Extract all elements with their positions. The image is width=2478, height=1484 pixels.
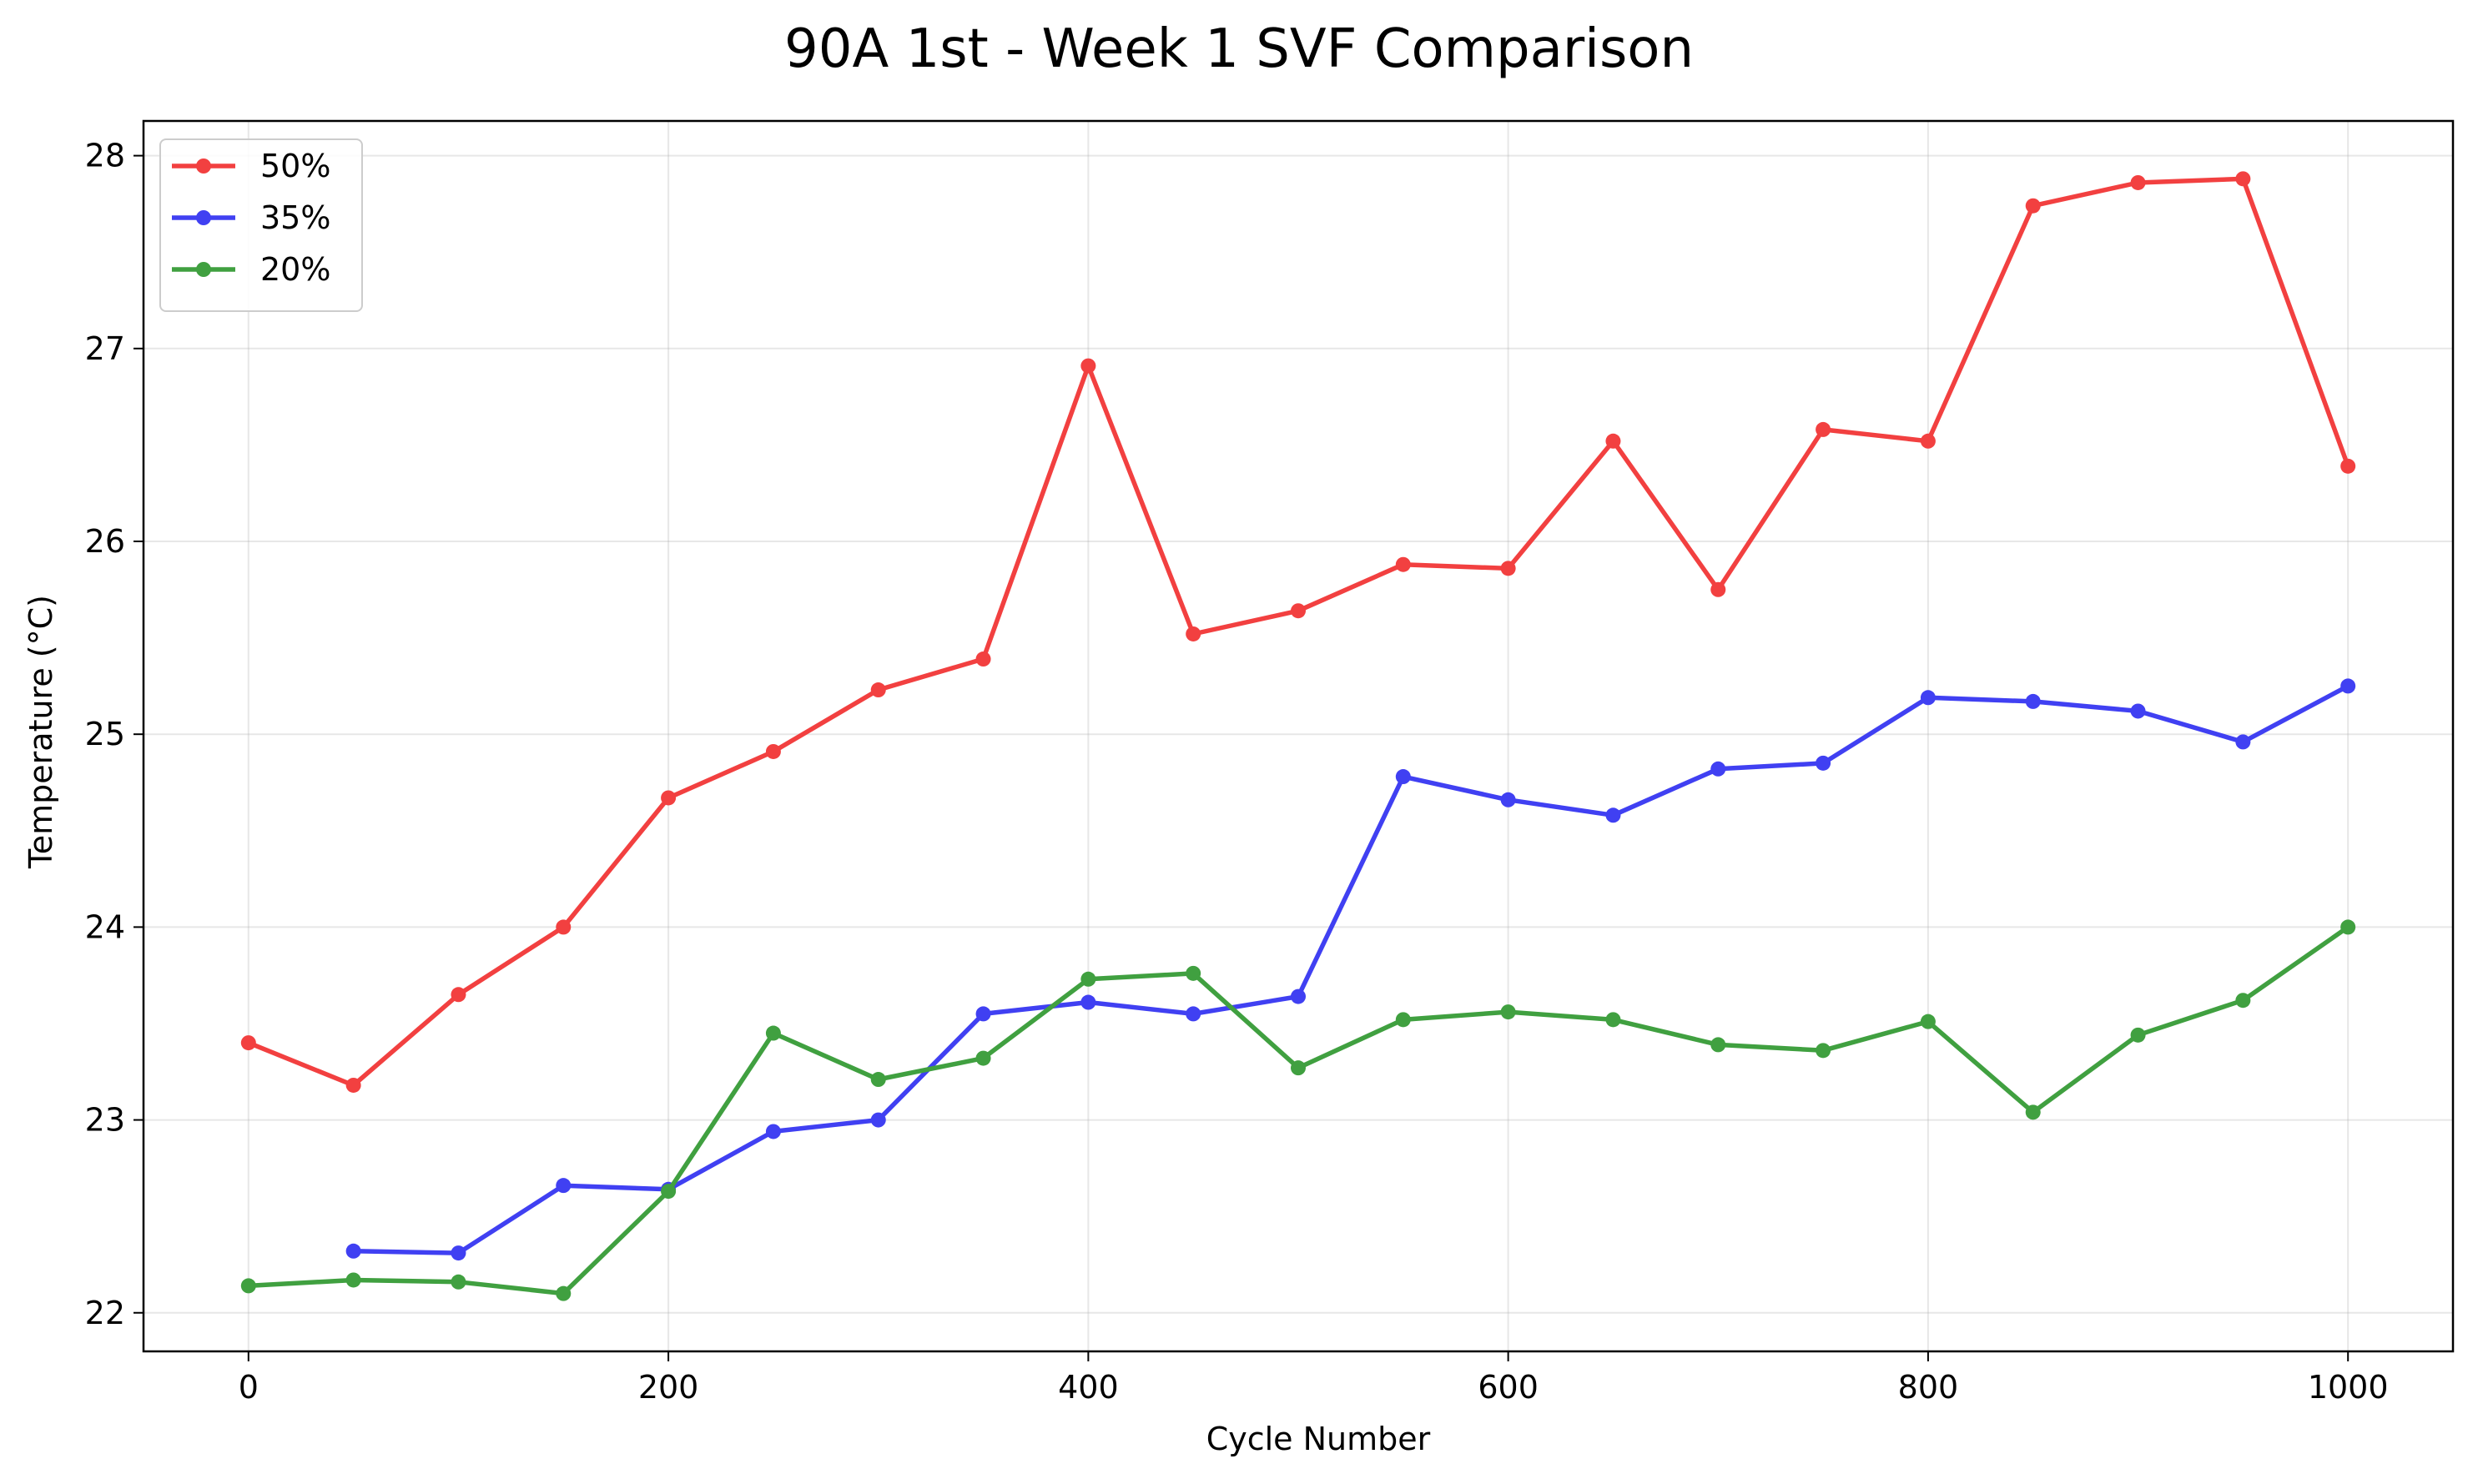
axis-ticks: 0 200 400 600 800 1000 22 23 24 25 26 27 28 — [85, 138, 2389, 1406]
y-tick-label: 22 — [85, 1295, 125, 1331]
series-layer — [240, 171, 2356, 1301]
legend-item: 35% — [172, 199, 330, 236]
data-point — [2235, 993, 2251, 1009]
data-point — [661, 790, 677, 806]
legend-label: 35% — [260, 199, 330, 236]
data-point — [1605, 433, 1621, 449]
x-axis-label: Cycle Number — [1206, 1421, 1431, 1457]
data-point — [1816, 421, 1831, 437]
x-tick-label: 0 — [239, 1369, 259, 1406]
data-point — [1395, 769, 1411, 785]
series-2 — [240, 919, 2356, 1301]
data-point — [345, 1077, 361, 1093]
data-point — [2130, 703, 2146, 719]
y-tick-label: 26 — [85, 523, 125, 560]
data-point — [556, 919, 572, 935]
data-point — [556, 1285, 572, 1301]
data-point — [1080, 971, 1096, 987]
data-point — [451, 987, 466, 1003]
data-point — [975, 1050, 991, 1066]
data-point — [1186, 626, 1201, 641]
data-point — [765, 743, 781, 759]
x-tick-label: 600 — [1478, 1369, 1539, 1406]
data-point — [765, 1124, 781, 1139]
data-point — [1500, 561, 1516, 576]
data-point — [1080, 994, 1096, 1010]
legend: 50% 35% 20% — [159, 138, 363, 312]
data-point — [1395, 1012, 1411, 1028]
y-tick-label: 28 — [85, 138, 125, 174]
x-tick-label: 800 — [1898, 1369, 1959, 1406]
data-point — [870, 682, 886, 698]
data-point — [975, 651, 991, 667]
data-point — [1186, 1006, 1201, 1022]
data-point — [1710, 761, 1726, 777]
y-tick-label: 27 — [85, 330, 125, 367]
data-point — [1920, 690, 1936, 706]
data-point — [1605, 807, 1621, 823]
data-point — [2340, 458, 2356, 474]
data-point — [1816, 755, 1831, 771]
data-point — [661, 1184, 677, 1200]
y-axis-label: Temperature (°C) — [23, 595, 59, 869]
data-point — [1395, 556, 1411, 572]
data-point — [1605, 1012, 1621, 1028]
data-point — [2025, 198, 2041, 214]
x-tick-label: 400 — [1058, 1369, 1119, 1406]
data-point — [870, 1112, 886, 1128]
legend-item: 50% — [172, 148, 330, 184]
series-line — [350, 683, 2350, 1255]
data-point — [345, 1272, 361, 1288]
y-tick-label: 24 — [85, 908, 125, 945]
data-point — [2235, 171, 2251, 187]
data-point — [975, 1006, 991, 1022]
legend-label: 20% — [260, 251, 330, 288]
series-0 — [240, 171, 2356, 1093]
plot-frame — [142, 119, 2455, 1353]
data-point — [556, 1178, 572, 1194]
legend-label: 50% — [260, 148, 330, 184]
x-tick-label: 1000 — [2308, 1369, 2389, 1406]
legend-swatch-marker — [196, 262, 211, 277]
x-tick-label: 200 — [638, 1369, 699, 1406]
y-tick-label: 23 — [85, 1102, 125, 1139]
data-point — [2340, 678, 2356, 694]
data-point — [2340, 919, 2356, 935]
data-point — [1291, 1060, 1306, 1076]
data-point — [451, 1274, 466, 1290]
data-point — [765, 1025, 781, 1041]
y-tick-label: 25 — [85, 716, 125, 752]
data-point — [345, 1243, 361, 1259]
data-point — [1710, 581, 1726, 597]
data-point — [1291, 988, 1306, 1004]
data-point — [240, 1035, 256, 1051]
data-point — [1710, 1037, 1726, 1053]
data-point — [1186, 965, 1201, 981]
legend-item: 20% — [172, 251, 330, 288]
data-point — [1291, 603, 1306, 619]
data-point — [2130, 174, 2146, 190]
data-point — [870, 1072, 886, 1088]
data-point — [1500, 792, 1516, 807]
data-point — [2025, 693, 2041, 709]
data-point — [2130, 1027, 2146, 1043]
chart-title: 90A 1st - Week 1 SVF Comparison — [784, 18, 1694, 80]
data-point — [451, 1245, 466, 1261]
legend-swatch-marker — [196, 210, 211, 225]
data-point — [1816, 1043, 1831, 1059]
legend-swatch-marker — [196, 158, 211, 174]
series-1 — [345, 678, 2356, 1261]
data-point — [1080, 358, 1096, 374]
data-point — [240, 1278, 256, 1294]
data-point — [2235, 734, 2251, 750]
data-point — [1920, 1014, 1936, 1029]
data-point — [1500, 1004, 1516, 1020]
data-point — [2025, 1104, 2041, 1120]
data-point — [1920, 433, 1936, 449]
grid-lines — [144, 121, 2453, 1351]
